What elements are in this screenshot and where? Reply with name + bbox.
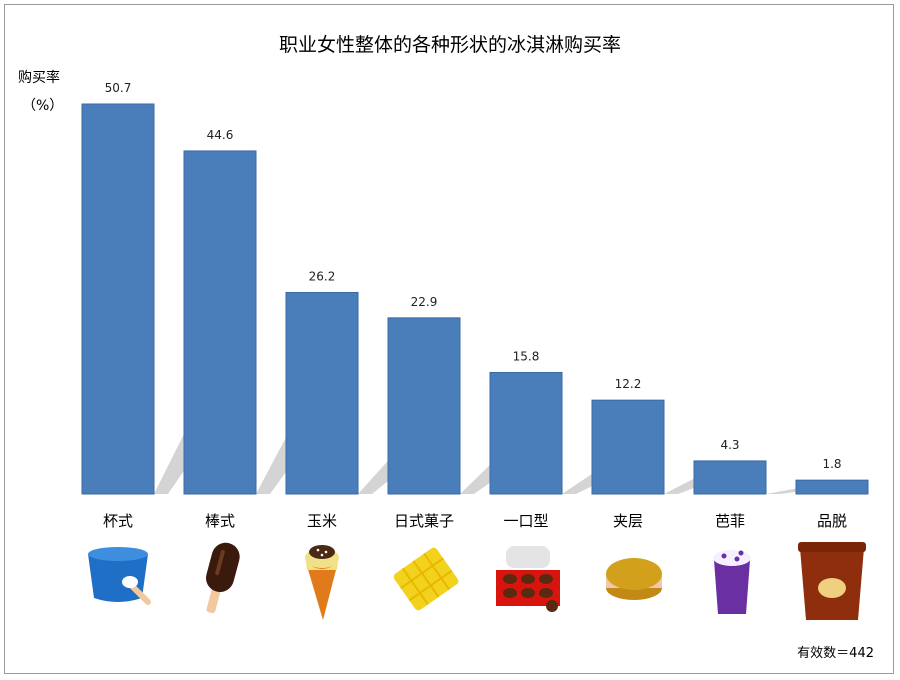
value-labels: 50.7 44.6 26.2 22.9 15.8 12.2 4.3 1.8: [105, 81, 842, 471]
bars: [81, 103, 869, 495]
category-label: 品脱: [817, 512, 847, 530]
bar-品脱: [795, 479, 869, 495]
bar-夹层: [591, 399, 665, 495]
category-label: 玉米: [307, 512, 337, 530]
value-label: 50.7: [105, 81, 132, 95]
value-label: 15.8: [513, 349, 540, 363]
parfait-cup-icon: [713, 550, 751, 614]
ice-cream-sandwich-icon: [606, 558, 662, 600]
value-label: 12.2: [615, 377, 642, 391]
bar-日式菓子: [387, 317, 461, 495]
bar-棒式: [183, 150, 257, 495]
cone-ice-cream-icon: [305, 545, 339, 620]
category-label: 夹层: [613, 512, 643, 530]
wafer-sandwich-icon: [393, 547, 459, 611]
category-label: 日式菓子: [394, 512, 454, 530]
cup-ice-cream-icon: [88, 547, 151, 605]
bite-size-box-icon: [496, 546, 560, 612]
bar-玉米: [285, 291, 359, 495]
bar-一口型: [489, 371, 563, 495]
value-label: 22.9: [411, 295, 438, 309]
bar-芭菲: [693, 460, 767, 495]
chart-title: 职业女性整体的各种形状的冰淇淋购买率: [278, 34, 621, 56]
value-label: 4.3: [720, 438, 739, 452]
category-label: 芭菲: [715, 512, 745, 530]
y-axis-unit: （%）: [22, 98, 64, 114]
category-label: 杯式: [103, 512, 133, 530]
sample-size-note: 有效数＝442: [797, 646, 874, 661]
value-label: 26.2: [309, 269, 336, 283]
category-labels: 杯式 棒式 玉米 日式菓子 一口型 夹层 芭菲 品脱: [103, 512, 847, 530]
value-label: 44.6: [207, 128, 234, 142]
category-label: 一口型: [503, 512, 548, 530]
bar-杯式: [81, 103, 155, 495]
y-axis-label: 购买率: [18, 70, 60, 86]
stick-ice-cream-icon: [206, 542, 240, 614]
pint-tub-icon: [798, 542, 866, 620]
value-label: 1.8: [822, 457, 841, 471]
category-label: 棒式: [205, 512, 235, 530]
